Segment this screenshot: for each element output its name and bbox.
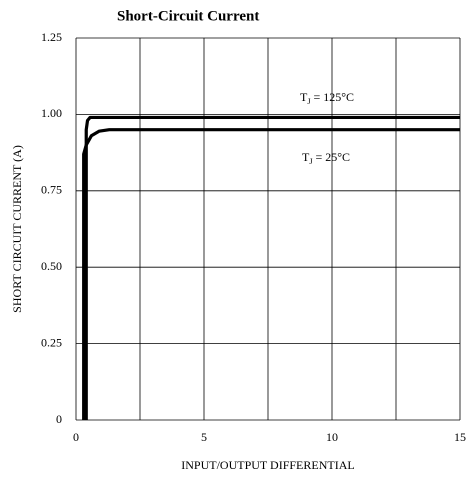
series-label-part: T	[302, 150, 310, 164]
series-line	[82, 128, 460, 420]
series-label-part: T	[300, 90, 308, 104]
series-label-part: J	[309, 157, 312, 166]
chart-title: Short-Circuit Current	[117, 8, 259, 24]
series-label-part: = 125°C	[310, 90, 354, 104]
y-tick-label: 1.25	[41, 30, 62, 44]
x-tick-label: 15	[454, 430, 466, 444]
y-tick-label: 0.50	[41, 259, 62, 273]
x-tick-label: 5	[201, 430, 207, 444]
series-label-part: J	[307, 97, 310, 106]
x-tick-label: 10	[326, 430, 338, 444]
x-tick-label: 0	[73, 430, 79, 444]
y-axis-label: SHORT CIRCUIT CURRENT (A)	[10, 145, 24, 313]
series-label-part: = 25°C	[312, 150, 350, 164]
series-label: TJ = 125°C	[300, 90, 354, 107]
y-tick-label: 1.00	[41, 106, 62, 120]
y-tick-label: 0.75	[41, 183, 62, 197]
series-label: TJ = 25°C	[302, 150, 350, 167]
series-line	[84, 115, 460, 420]
x-axis-label: INPUT/OUTPUT DIFFERENTIAL	[181, 458, 354, 472]
y-tick-label: 0.25	[41, 335, 62, 349]
y-tick-label: 0	[56, 412, 62, 426]
